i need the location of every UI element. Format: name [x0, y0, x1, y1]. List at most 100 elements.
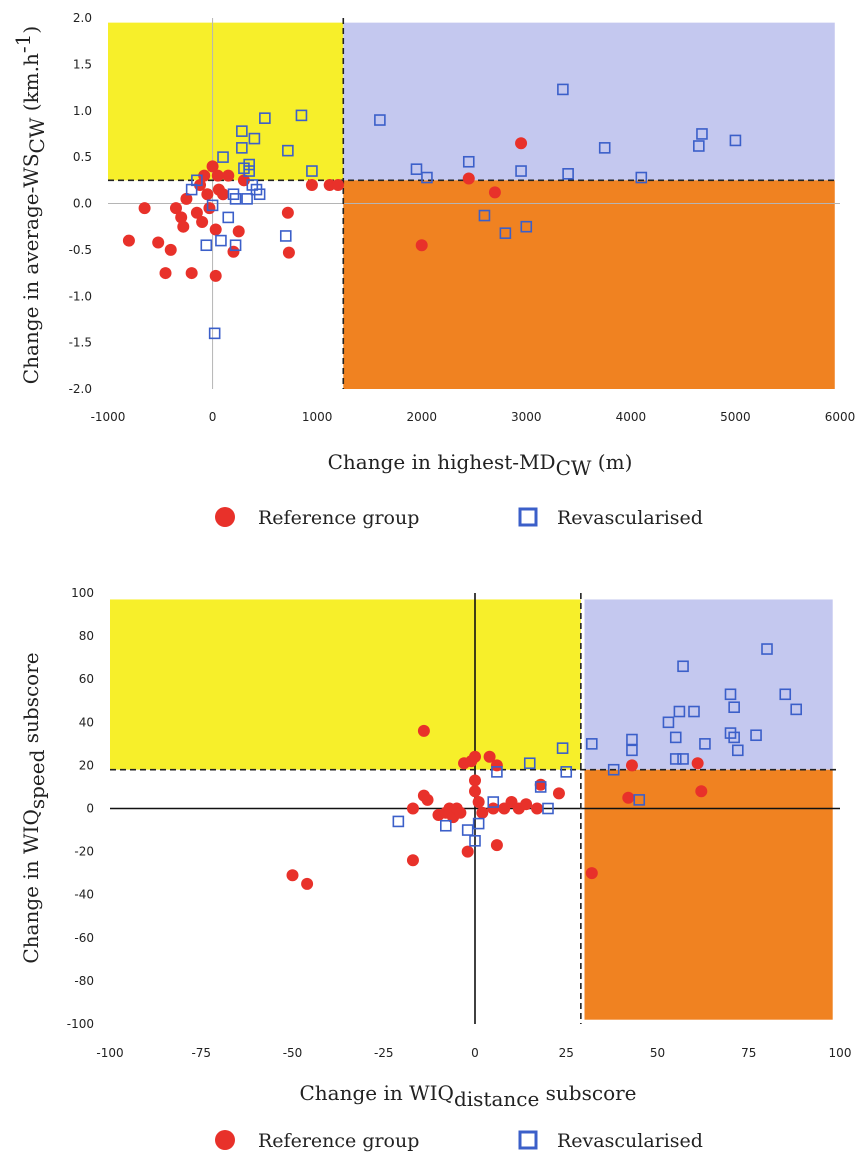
reference-point [169, 202, 182, 215]
x-tick-label: 100 [829, 1046, 852, 1060]
revascularised-point [191, 174, 203, 187]
y-tick-label: 40 [79, 715, 94, 729]
reference-point [190, 206, 203, 219]
legend-revascularised-label: Revascularised [557, 507, 703, 529]
chart-bottom: -100 -75 -50 -25 0 25 50 75 100 100 80 60 40 20 0 -20 -… [19, 586, 851, 1152]
legend-revascularised-label: Revascularised [557, 1130, 703, 1152]
reference-point [180, 192, 193, 205]
reference-point [585, 867, 598, 880]
revascularised-point [279, 230, 292, 242]
y-tick-label: 100 [71, 586, 94, 600]
x-tick-label: -25 [374, 1046, 394, 1060]
reference-point [622, 791, 635, 804]
revascularised-point [724, 688, 737, 701]
revascularised-point [208, 327, 221, 340]
x-tick-label: 5000 [720, 410, 751, 424]
revascularised-point [421, 171, 433, 184]
y-tick-label: -60 [74, 931, 94, 945]
reference-point [332, 178, 345, 191]
x-tick-label: 2000 [406, 410, 437, 424]
region-lavender [343, 22, 835, 181]
revascularised-point [200, 239, 213, 252]
reference-point [203, 202, 216, 215]
revascularised-point [229, 239, 242, 252]
reference-point [286, 869, 299, 882]
reference-point [406, 854, 419, 867]
x-tick-label: 50 [650, 1046, 665, 1060]
region-yellow [110, 599, 581, 770]
revascularised-point [728, 701, 740, 714]
reference-point [691, 757, 704, 770]
revascularised-point [560, 766, 573, 778]
x-tick-label: 25 [559, 1046, 574, 1060]
y-tick-label: -0.5 [69, 243, 92, 257]
chart-bottom-axes [110, 593, 840, 1024]
region-yellow [108, 22, 344, 181]
revascularised-point [542, 802, 554, 815]
revascularised-point [295, 109, 308, 122]
legend-revascularised-marker [518, 1130, 538, 1150]
reference-point [472, 796, 485, 809]
revascularised-point [499, 227, 512, 239]
chart-bottom-y-axis-label: Change in WIQspeed subscore [19, 652, 49, 963]
reference-point [406, 802, 419, 815]
legend-reference-marker [215, 1130, 235, 1150]
reference-point [196, 216, 209, 229]
reference-point [282, 246, 295, 259]
region-lavender [584, 599, 833, 770]
reference-point [201, 188, 214, 201]
y-tick-label: -40 [74, 888, 94, 902]
chart-bottom-regions [110, 599, 833, 1020]
revascularised-point [556, 742, 569, 754]
y-tick-label: 60 [79, 672, 94, 686]
reference-point [469, 750, 481, 763]
revascularised-point [696, 128, 708, 140]
revascularised-point [662, 716, 675, 729]
chart-bottom-legend: Reference group Revascularised [215, 1130, 703, 1152]
revascularised-point [515, 165, 527, 177]
revascularised-point [253, 188, 266, 201]
revascularised-point [215, 234, 227, 247]
revascularised-point [236, 142, 248, 154]
y-tick-label: 2.0 [73, 11, 92, 25]
revascularised-point [472, 817, 485, 830]
reference-point [476, 806, 489, 819]
revascularised-point [236, 125, 248, 137]
x-tick-label: 6000 [825, 410, 856, 424]
x-tick-label: -1000 [91, 410, 126, 424]
revascularised-point [282, 144, 294, 157]
chart-top-x-ticks: -1000 0 1000 2000 3000 4000 5000 6000 [91, 410, 856, 424]
revascularised-point [462, 155, 475, 168]
revascularised-point [729, 134, 742, 147]
revascularised-point [598, 142, 611, 154]
revascularised-point [669, 731, 682, 744]
revascularised-point [677, 753, 689, 765]
chart-bottom-y-ticks: 100 80 60 40 20 0 -20 -40 -60 -80 -100 [67, 586, 94, 1031]
x-tick-label: 0 [209, 410, 217, 424]
chart-top-legend: Reference group Revascularised [215, 507, 703, 529]
reference-point [152, 236, 165, 249]
revascularised-point [241, 193, 253, 205]
x-tick-label: 1000 [302, 410, 333, 424]
revascularised-point [523, 757, 536, 770]
reference-point [454, 806, 467, 819]
revascularised-point [633, 794, 646, 806]
revascularised-point [677, 660, 689, 673]
chart-top-y-axis-label: Change in average-WSCW (km.h-1) [11, 26, 49, 384]
y-tick-label: 1.5 [73, 57, 92, 71]
revascularised-point [673, 705, 686, 718]
reference-point [461, 845, 474, 858]
reference-point [209, 269, 222, 282]
reference-point [415, 239, 428, 252]
revascularised-point [259, 112, 271, 124]
chart-top: -1000 0 1000 2000 3000 4000 5000 6000 2.0 1.5 1.0… [11, 11, 855, 529]
reference-point [531, 802, 544, 815]
reference-point [520, 798, 533, 811]
reference-point [488, 186, 501, 199]
reference-point [323, 178, 336, 191]
reference-point [490, 759, 503, 772]
reference-point [469, 785, 481, 798]
reference-point [217, 188, 230, 201]
revascularised-point [461, 824, 474, 836]
revascularised-point [607, 763, 620, 776]
